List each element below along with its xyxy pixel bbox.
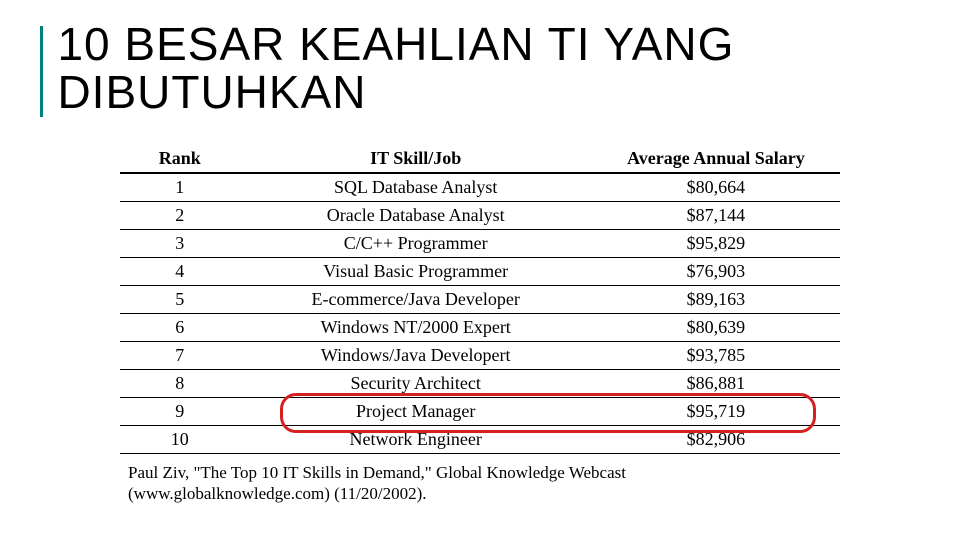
table-row: 6Windows NT/2000 Expert$80,639 <box>120 313 840 341</box>
table-cell: $86,881 <box>592 369 840 397</box>
table-cell: $95,829 <box>592 229 840 257</box>
table-row: 7Windows/Java Developert$93,785 <box>120 341 840 369</box>
table-header-row: Rank IT Skill/Job Average Annual Salary <box>120 145 840 173</box>
table-cell: $76,903 <box>592 257 840 285</box>
table-cell: $80,664 <box>592 173 840 202</box>
table-cell: 3 <box>120 229 240 257</box>
table-cell: $93,785 <box>592 341 840 369</box>
table-row: 10Network Engineer$82,906 <box>120 425 840 453</box>
table-row: 4Visual Basic Programmer$76,903 <box>120 257 840 285</box>
table-cell: $89,163 <box>592 285 840 313</box>
col-salary: Average Annual Salary <box>592 145 840 173</box>
table-cell: Windows NT/2000 Expert <box>240 313 592 341</box>
table-row: 1SQL Database Analyst$80,664 <box>120 173 840 202</box>
table-cell: 4 <box>120 257 240 285</box>
table-wrap: Rank IT Skill/Job Average Annual Salary … <box>120 145 840 505</box>
table-cell: 10 <box>120 425 240 453</box>
table-cell: $82,906 <box>592 425 840 453</box>
table-row: 2Oracle Database Analyst$87,144 <box>120 201 840 229</box>
source-line-2: (www.globalknowledge.com) (11/20/2002). <box>128 484 427 503</box>
source-line-1: Paul Ziv, "The Top 10 IT Skills in Deman… <box>128 463 626 482</box>
table-cell: 9 <box>120 397 240 425</box>
skills-table: Rank IT Skill/Job Average Annual Salary … <box>120 145 840 454</box>
table-cell: Network Engineer <box>240 425 592 453</box>
table-cell: $80,639 <box>592 313 840 341</box>
table-cell: Security Architect <box>240 369 592 397</box>
table-cell: Windows/Java Developert <box>240 341 592 369</box>
table-row: 3C/C++ Programmer$95,829 <box>120 229 840 257</box>
table-cell: Project Manager <box>240 397 592 425</box>
table-cell: 6 <box>120 313 240 341</box>
table-cell: $95,719 <box>592 397 840 425</box>
page-title: 10 BESAR KEAHLIAN TI YANG DIBUTUHKAN <box>57 20 920 117</box>
table-cell: C/C++ Programmer <box>240 229 592 257</box>
table-cell: SQL Database Analyst <box>240 173 592 202</box>
table-cell: 2 <box>120 201 240 229</box>
slide: 10 BESAR KEAHLIAN TI YANG DIBUTUHKAN Ran… <box>0 0 960 540</box>
table-cell: Oracle Database Analyst <box>240 201 592 229</box>
source-citation: Paul Ziv, "The Top 10 IT Skills in Deman… <box>120 462 840 505</box>
col-skill: IT Skill/Job <box>240 145 592 173</box>
table-cell: $87,144 <box>592 201 840 229</box>
table-row: 9Project Manager$95,719 <box>120 397 840 425</box>
table-cell: 8 <box>120 369 240 397</box>
table-cell: Visual Basic Programmer <box>240 257 592 285</box>
table-row: 5E-commerce/Java Developer$89,163 <box>120 285 840 313</box>
col-rank: Rank <box>120 145 240 173</box>
table-cell: 7 <box>120 341 240 369</box>
table-cell: 1 <box>120 173 240 202</box>
title-block: 10 BESAR KEAHLIAN TI YANG DIBUTUHKAN <box>40 20 920 117</box>
table-cell: 5 <box>120 285 240 313</box>
table-row: 8Security Architect$86,881 <box>120 369 840 397</box>
table-cell: E-commerce/Java Developer <box>240 285 592 313</box>
accent-bar <box>40 26 43 117</box>
